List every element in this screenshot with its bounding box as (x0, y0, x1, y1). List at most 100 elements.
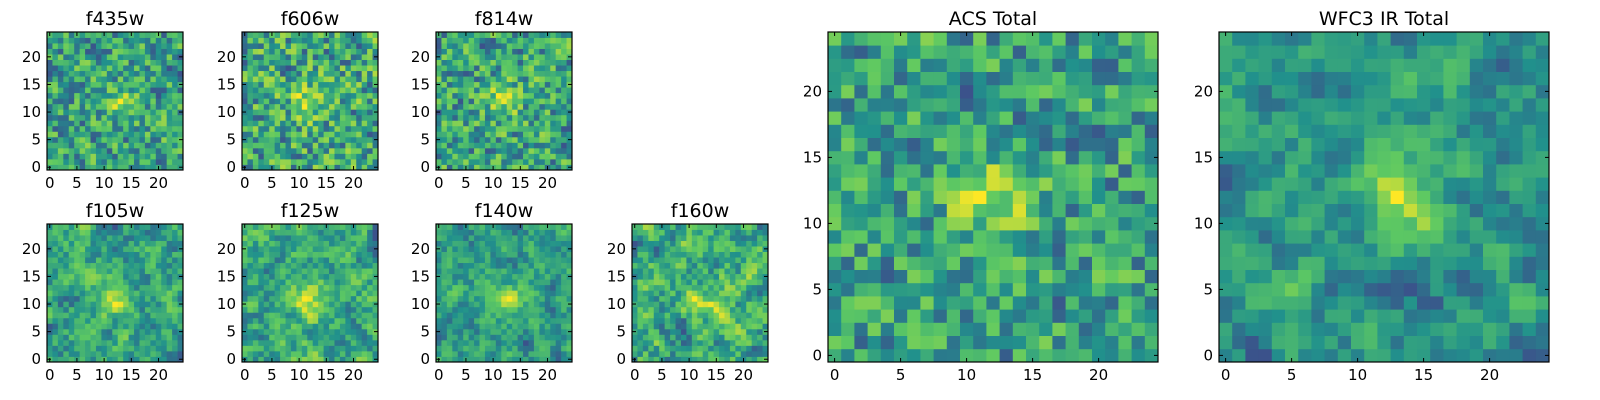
heatmap-cell (258, 142, 265, 149)
heatmap-cell (155, 350, 162, 357)
heatmap-cell (252, 37, 259, 44)
heatmap-cell (280, 98, 286, 105)
heatmap-cell (128, 295, 135, 302)
heatmap-cell (484, 257, 491, 264)
heatmap-cell (106, 317, 113, 324)
heatmap-cell (441, 334, 448, 341)
heatmap-cell (446, 279, 453, 286)
heatmap-cell (740, 268, 747, 275)
heatmap-cell (57, 164, 64, 171)
heatmap-cells (436, 224, 573, 363)
heatmap-cell (345, 323, 352, 330)
heatmap-cell (150, 147, 157, 154)
heatmap-cell (280, 131, 286, 138)
heatmap-cell (686, 345, 693, 352)
heatmap-cell (1012, 309, 1027, 323)
heatmap-cell (334, 290, 341, 297)
heatmap-cells (47, 32, 184, 171)
heatmap-cell (986, 256, 1000, 270)
heatmap-cell (312, 345, 319, 352)
heatmap-cell (161, 240, 168, 247)
heatmap-cell (550, 65, 557, 72)
heatmap-cell (144, 92, 151, 99)
heatmap-cell (691, 246, 698, 252)
heatmap-cell (63, 350, 70, 357)
heatmap-cell (90, 92, 97, 99)
heatmap-cell (539, 317, 546, 324)
heatmap-cell (512, 43, 518, 49)
heatmap-cell (161, 103, 168, 110)
heatmap-cell (474, 120, 480, 127)
heatmap-cell (468, 136, 475, 143)
heatmap-cell (367, 273, 373, 280)
heatmap-cell (642, 350, 649, 357)
heatmap-cell (123, 240, 129, 247)
heatmap-cell (566, 70, 573, 77)
x-tick-label: 10 (95, 174, 114, 192)
heatmap-cell (172, 109, 178, 116)
heatmap-cell (894, 230, 908, 244)
heatmap-cell (361, 142, 368, 149)
heatmap-cell (501, 356, 508, 363)
heatmap-cell (177, 103, 184, 110)
heatmap-cell (280, 158, 286, 165)
heatmap-cell (57, 125, 64, 132)
heatmap-cell (517, 65, 524, 72)
heatmap-cell (263, 312, 270, 319)
heatmap-cell (350, 290, 357, 297)
heatmap-cell (632, 334, 638, 341)
heatmap-cell (269, 87, 276, 94)
heatmap-cell (117, 92, 124, 99)
heatmap-cell (329, 350, 335, 357)
heatmap-cell (751, 246, 758, 252)
heatmap-cell (533, 125, 540, 132)
heatmap-cell (161, 109, 168, 116)
y-tick-label: 0 (616, 350, 626, 368)
heatmap-cell (95, 257, 102, 264)
heatmap-cell (263, 147, 270, 154)
heatmap-cell (161, 164, 168, 171)
heatmap-cell (713, 350, 720, 357)
heatmap-cell (441, 273, 448, 280)
heatmap-cell (318, 76, 324, 83)
heatmap-cell (1065, 309, 1080, 323)
heatmap-cell (441, 246, 448, 252)
heatmap-cell (318, 125, 324, 132)
heatmap-cell (263, 268, 270, 275)
heatmap-cell (285, 32, 292, 38)
heatmap-cell (329, 328, 335, 335)
heatmap-cell (350, 37, 357, 44)
heatmap-cell (484, 328, 491, 335)
heatmap-cell (544, 328, 551, 335)
heatmap-cell (490, 317, 497, 324)
heatmap-cell (139, 229, 146, 236)
heatmap-cell (841, 269, 855, 284)
heatmap-cell (446, 70, 453, 77)
heatmap-cell (242, 120, 248, 127)
heatmap-cell (523, 328, 529, 335)
heatmap-cell (166, 262, 173, 269)
heatmap-cell (150, 257, 157, 264)
heatmap-cell (484, 235, 491, 241)
heatmap-cell (729, 279, 736, 286)
heatmap-cell (642, 339, 649, 346)
heatmap-cell (117, 76, 124, 83)
heatmap-cell (457, 235, 464, 241)
heatmap-cell (367, 339, 373, 346)
heatmap-cell (1026, 322, 1040, 336)
heatmap-cell (670, 229, 676, 236)
heatmap-cell (484, 229, 491, 236)
heatmap-cell (446, 92, 453, 99)
heatmap-cell (307, 295, 314, 302)
heatmap-cell (713, 246, 720, 252)
heatmap-cell (155, 87, 162, 94)
heatmap-cell (356, 164, 363, 171)
heatmap-cell (247, 65, 254, 72)
heatmap-cell (457, 279, 464, 286)
heatmap-cell (95, 284, 102, 291)
heatmap-cell (318, 136, 324, 143)
heatmap-cell (986, 296, 1000, 310)
heatmap-cell (63, 48, 70, 55)
heatmap-cell (1026, 164, 1040, 178)
heatmap-cell (670, 339, 676, 346)
